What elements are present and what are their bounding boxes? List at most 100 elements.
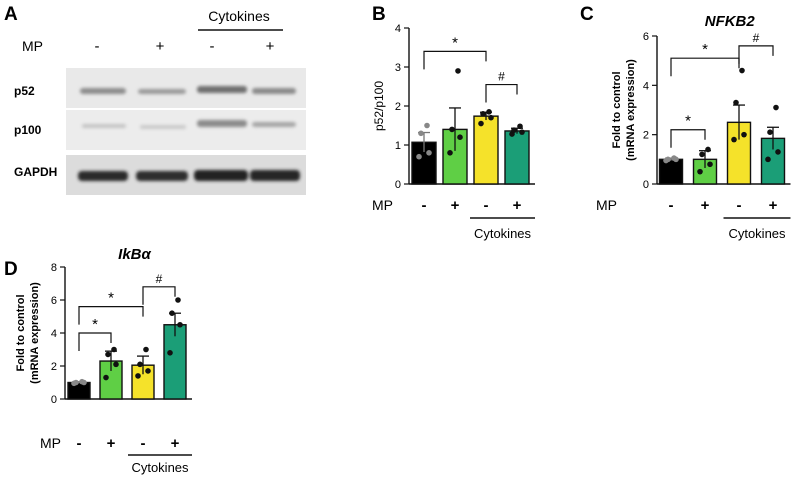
chart-c-ytick-label: 4 bbox=[643, 80, 649, 92]
chart-b-point bbox=[447, 150, 453, 156]
chart-d-ylabel-line1: Fold to control bbox=[15, 295, 27, 372]
western-blot-panel: Cytokines MP - + - + p52 p100 GAPDH bbox=[14, 8, 306, 195]
chart-d-point bbox=[145, 368, 151, 374]
chart-d-ytick-label: 2 bbox=[51, 361, 57, 373]
panel-letter-d: D bbox=[4, 259, 18, 280]
chart-c-point bbox=[733, 99, 739, 106]
chart-d-mp-sign-1: - bbox=[77, 435, 82, 452]
chart-b-point bbox=[457, 134, 463, 140]
chart-d-point bbox=[169, 310, 175, 317]
chart-c-point bbox=[775, 149, 781, 155]
chart-d-sig-label-1: * bbox=[92, 316, 98, 333]
blot-strip-p100 bbox=[66, 110, 306, 150]
blot-mp-sign-3: - bbox=[210, 38, 215, 55]
chart-b-point bbox=[519, 129, 525, 135]
chart-d-ylabel-line2: (mRNA expression) bbox=[29, 282, 41, 384]
chart-d-sig-bracket-3 bbox=[142, 286, 176, 305]
chart-c-sig-bracket-3 bbox=[738, 45, 774, 64]
chart-b-ytick-label: 3 bbox=[395, 62, 401, 74]
chart-c-ytick-label: 6 bbox=[643, 31, 649, 43]
chart-c-ylabel-line2: (mRNA expression) bbox=[625, 59, 637, 161]
chart-b-sig-bracket-2 bbox=[485, 83, 518, 103]
chart-c-point bbox=[765, 156, 771, 163]
chart-b-mp-sign-1: - bbox=[422, 197, 427, 214]
chart-c-point bbox=[739, 67, 745, 74]
panel-letter-c: C bbox=[580, 4, 594, 25]
chart-c-point bbox=[741, 131, 747, 138]
chart-c-mp-sign-3: - bbox=[737, 197, 742, 214]
chart-c-ytick-label: 2 bbox=[643, 130, 649, 142]
chart-c-mp-label: MP bbox=[596, 197, 617, 213]
chart-c-mp-sign-4: + bbox=[769, 197, 778, 214]
chart-d-point bbox=[111, 346, 117, 353]
chart-b-sig-bracket-1 bbox=[423, 50, 487, 70]
chart-d-ytick-label: 4 bbox=[51, 328, 57, 340]
chart-d-point bbox=[167, 350, 173, 356]
chart-b-mp-sign-2: + bbox=[451, 197, 460, 214]
chart-d-point bbox=[103, 374, 109, 381]
chart-b-point bbox=[418, 130, 424, 137]
chart-c-point bbox=[707, 161, 713, 168]
blot-bands-gapdh bbox=[78, 170, 300, 181]
chart-d-point bbox=[105, 351, 111, 358]
chart-b-point bbox=[517, 123, 523, 130]
chart-c-point bbox=[705, 146, 711, 153]
chart-b-ytick-label: 2 bbox=[395, 101, 401, 113]
chart-c-point bbox=[773, 104, 779, 111]
blot-row-p100: p100 bbox=[14, 123, 42, 137]
chart-b-point bbox=[478, 120, 484, 127]
chart-c-sig-bracket-2 bbox=[670, 57, 740, 77]
chart-b-point bbox=[455, 68, 461, 74]
chart-b: 0 1 2 3 4 p52/p100 - + - + MP Cytokines * # bbox=[372, 23, 535, 241]
chart-b-point bbox=[511, 127, 517, 133]
blot-mp-sign-2: + bbox=[156, 38, 165, 55]
chart-c: NFKB2 0 2 4 6 Fold to control (mRNA expression… bbox=[596, 13, 791, 241]
chart-c-sig-label-1: * bbox=[685, 113, 691, 130]
chart-d-point bbox=[73, 379, 79, 386]
chart-d-point bbox=[175, 297, 181, 303]
chart-d-mp-sign-3: - bbox=[141, 435, 146, 452]
chart-b-point bbox=[488, 114, 494, 121]
chart-d: IkBα 0 2 4 6 8 Fold to control (mRNA expression… bbox=[15, 246, 192, 475]
chart-b-cytokines-label: Cytokines bbox=[474, 226, 532, 241]
chart-d-sig-label-3: # bbox=[156, 272, 163, 286]
chart-b-ylabel: p52/p100 bbox=[372, 81, 386, 131]
chart-b-mp-sign-3: - bbox=[484, 197, 489, 214]
chart-d-mp-sign-2: + bbox=[107, 435, 116, 452]
chart-d-point bbox=[113, 361, 119, 368]
chart-c-title: NFKB2 bbox=[705, 13, 756, 30]
chart-b-sig-label-2: # bbox=[498, 70, 505, 84]
blot-bands-p52 bbox=[80, 86, 296, 94]
chart-b-ytick-label: 1 bbox=[395, 140, 401, 152]
chart-c-mp-sign-2: + bbox=[701, 197, 710, 214]
chart-d-mp-label: MP bbox=[40, 435, 61, 451]
chart-c-sig-bracket-1 bbox=[670, 129, 706, 148]
chart-c-point bbox=[671, 155, 677, 161]
blot-mp-sign-4: + bbox=[266, 38, 275, 55]
chart-b-ytick-label: 4 bbox=[395, 23, 401, 35]
chart-d-point bbox=[137, 361, 143, 368]
chart-d-point bbox=[177, 321, 183, 328]
chart-b-point bbox=[426, 150, 432, 156]
chart-b-point bbox=[449, 126, 455, 133]
chart-c-bar-1 bbox=[658, 158, 684, 185]
chart-b-bar-3 bbox=[473, 115, 499, 185]
chart-d-sig-bracket-1 bbox=[78, 332, 112, 351]
chart-b-point bbox=[486, 109, 492, 115]
blot-mp-label: MP bbox=[22, 38, 43, 54]
chart-b-ytick-label: 0 bbox=[395, 179, 401, 191]
panel-letter-a: A bbox=[4, 4, 18, 25]
chart-b-mp-sign-4: + bbox=[513, 197, 522, 214]
chart-d-point bbox=[143, 346, 149, 353]
chart-b-bar-4 bbox=[504, 130, 530, 185]
chart-d-cytokines-label: Cytokines bbox=[131, 460, 189, 475]
chart-d-title: IkBα bbox=[118, 246, 151, 263]
chart-b-sig-label-1: * bbox=[452, 34, 458, 51]
chart-c-sig-label-3: # bbox=[753, 31, 760, 45]
chart-c-point bbox=[665, 156, 671, 163]
blot-cytokines-header: Cytokines bbox=[208, 8, 269, 24]
chart-d-ytick-label: 8 bbox=[51, 262, 57, 274]
chart-b-bar-2 bbox=[442, 128, 468, 185]
blot-bands-p100 bbox=[82, 120, 296, 129]
chart-d-point bbox=[135, 373, 141, 379]
